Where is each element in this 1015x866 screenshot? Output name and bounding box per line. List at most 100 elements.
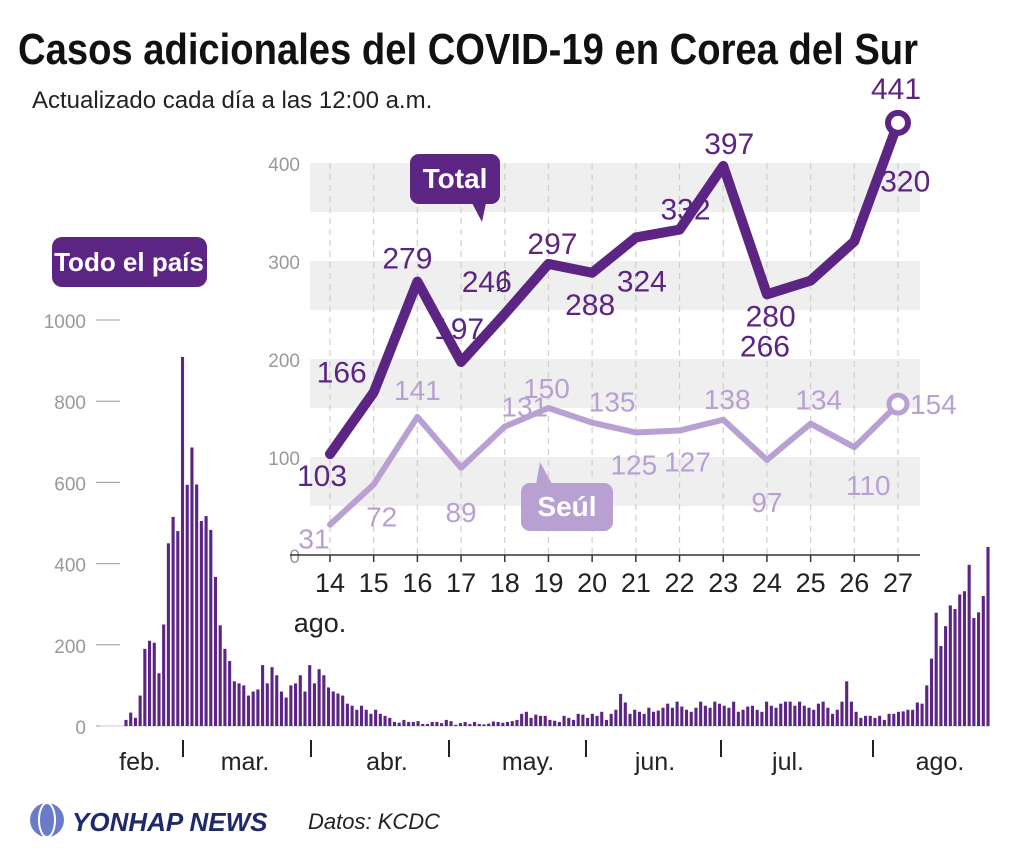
bar (468, 723, 472, 726)
bar (972, 618, 976, 726)
bar (986, 546, 990, 726)
line-x-tick-label: 21 (621, 568, 651, 598)
bar (505, 721, 510, 726)
bar (548, 719, 552, 726)
bar (915, 702, 919, 726)
bar (642, 713, 646, 726)
label-leader-line (496, 270, 506, 292)
bar (133, 717, 137, 726)
bar (553, 720, 557, 726)
bar (454, 724, 458, 726)
bar (684, 709, 689, 726)
bar (793, 705, 797, 726)
bar (633, 709, 637, 726)
bar (911, 709, 915, 726)
total-data-label: 246 (462, 266, 512, 299)
bar (708, 707, 712, 726)
bar (520, 713, 524, 726)
bar (534, 714, 538, 726)
bar (369, 713, 373, 726)
bar (482, 724, 486, 726)
bar (807, 707, 811, 726)
total-tag-label: Total (423, 163, 488, 194)
bar (223, 648, 227, 726)
bar (364, 709, 368, 726)
total-data-label: 441 (871, 73, 921, 106)
bar (213, 576, 218, 726)
bar (326, 687, 331, 726)
grid-band (310, 163, 920, 212)
bar (656, 710, 660, 726)
bar (237, 683, 241, 726)
total-tag-box (410, 154, 500, 204)
bar-y-tick-label: 600 (54, 474, 86, 495)
bar (407, 721, 411, 726)
bar (647, 707, 651, 726)
bar (977, 612, 981, 726)
bar (473, 721, 477, 726)
total-data-label: 397 (704, 128, 754, 161)
bar (826, 707, 830, 726)
bar (411, 721, 415, 726)
month-label: mar. (221, 748, 270, 776)
total-data-label: 332 (661, 194, 711, 227)
seoul-data-label: 150 (523, 373, 570, 404)
line-x-tick-label: 18 (490, 568, 520, 598)
bar-y-tick-label: 200 (54, 637, 86, 658)
bar (251, 691, 255, 726)
bar (614, 709, 618, 726)
bar (275, 675, 279, 726)
bar (355, 709, 359, 726)
bar (444, 719, 448, 726)
bar (383, 715, 387, 726)
bar (199, 520, 203, 726)
bar (769, 705, 773, 726)
bar (962, 591, 967, 726)
total-data-label: 324 (617, 265, 667, 298)
bar (157, 673, 161, 726)
bar (934, 612, 938, 726)
bar (812, 709, 816, 726)
bar (279, 691, 283, 726)
total-end-marker (885, 109, 911, 136)
bar (491, 721, 495, 726)
line-x-unit-label: ago. (294, 608, 347, 638)
bar (576, 713, 580, 726)
total-data-label: 320 (880, 165, 930, 198)
total-series-line (325, 117, 903, 460)
bar (967, 564, 971, 726)
line-x-tick-label: 24 (752, 568, 782, 598)
bar (652, 711, 656, 726)
bar (835, 709, 839, 726)
bar (289, 685, 293, 726)
bar (609, 713, 613, 726)
seoul-data-label: 135 (589, 387, 636, 418)
bar (374, 709, 378, 726)
bar (694, 707, 698, 726)
bar (228, 661, 232, 726)
bar (670, 707, 674, 726)
bar (449, 721, 453, 726)
bar (750, 705, 755, 726)
month-label: may. (502, 748, 554, 776)
bar (185, 484, 189, 726)
total-data-label: 279 (382, 243, 432, 276)
seoul-tag-pointer (536, 462, 552, 484)
bar (798, 701, 802, 726)
bar (623, 702, 627, 726)
bar (232, 681, 236, 726)
bar (515, 719, 519, 726)
bar (840, 701, 844, 726)
bar (270, 667, 274, 726)
bar (703, 705, 707, 726)
total-tag: Total (410, 154, 500, 222)
seoul-data-label: 97 (751, 487, 782, 518)
line-y-tick-label: 200 (268, 351, 300, 372)
line-y-tick-label: 100 (268, 449, 300, 470)
bar (166, 543, 170, 726)
bar (458, 723, 462, 726)
bar (604, 719, 609, 726)
bar (246, 695, 251, 726)
chart-subtitle: Actualizado cada día a las 12:00 a.m. (32, 87, 432, 114)
total-data-label: 288 (565, 289, 615, 322)
